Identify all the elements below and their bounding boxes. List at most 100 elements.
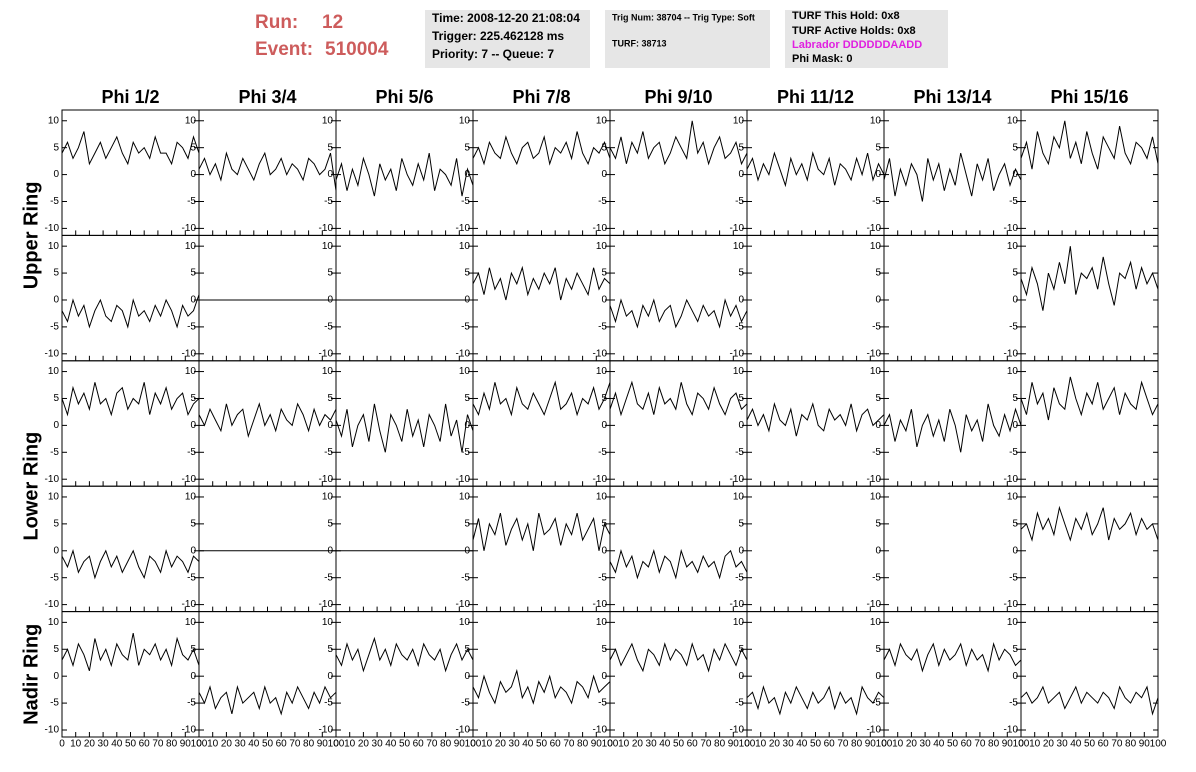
y-tick-label: 10 xyxy=(870,366,882,377)
x-tick-label: 40 xyxy=(248,739,260,750)
y-tick-label: 10 xyxy=(870,115,882,126)
panel-frame xyxy=(609,109,748,236)
y-tick-label: -5 xyxy=(461,322,470,333)
panel-frame xyxy=(609,485,748,613)
y-tick-label: -10 xyxy=(319,348,334,359)
y-tick-label: 10 xyxy=(733,241,745,252)
x-tick-label: 0 xyxy=(470,739,476,750)
y-tick-label: 5 xyxy=(601,142,607,153)
y-tick-label: -5 xyxy=(598,698,607,709)
y-tick-label: 10 xyxy=(596,366,608,377)
y-tick-label: 0 xyxy=(1012,295,1018,306)
x-tick-label: 100 xyxy=(602,739,619,750)
x-tick-label: 30 xyxy=(920,739,932,750)
x-tick-label: 60 xyxy=(276,739,288,750)
event-number: 510004 xyxy=(325,39,389,60)
y-tick-label: 10 xyxy=(1007,617,1019,628)
waveform xyxy=(883,641,1022,673)
waveform xyxy=(472,265,611,301)
x-tick-label: 20 xyxy=(1043,739,1055,750)
y-tick-label: 0 xyxy=(601,295,607,306)
y-tick-label: -5 xyxy=(735,572,744,583)
y-tick-label: -10 xyxy=(45,348,60,359)
y-tick-label: 5 xyxy=(190,142,196,153)
y-tick-label: 0 xyxy=(738,420,744,431)
y-tick-label: -5 xyxy=(461,196,470,207)
panel-frame xyxy=(335,109,474,236)
panel-frame xyxy=(61,485,200,613)
x-tick-label: 30 xyxy=(98,739,110,750)
y-tick-label: 10 xyxy=(596,241,608,252)
waveform xyxy=(1020,376,1159,421)
x-tick-label: 40 xyxy=(385,739,397,750)
x-tick-label: 0 xyxy=(881,739,887,750)
x-tick-label: 80 xyxy=(1125,739,1137,750)
y-tick-label: -10 xyxy=(867,599,882,610)
waveform xyxy=(746,685,885,716)
y-tick-label: 10 xyxy=(48,115,60,126)
y-tick-label: 0 xyxy=(190,671,196,682)
y-tick-label: 10 xyxy=(1007,366,1019,377)
y-tick-label: 0 xyxy=(327,671,333,682)
panel-frame xyxy=(198,485,337,613)
x-tick-label: 80 xyxy=(714,739,726,750)
x-tick-label: 70 xyxy=(563,739,575,750)
y-tick-label: -10 xyxy=(456,599,471,610)
run-number: 12 xyxy=(322,12,343,33)
waveform xyxy=(472,512,611,551)
info-trigger: Trigger: 225.462128 ms xyxy=(432,29,564,43)
y-tick-label: -10 xyxy=(319,474,334,485)
waveform xyxy=(198,684,337,716)
y-tick-label: 10 xyxy=(870,617,882,628)
x-tick-label: 60 xyxy=(687,739,699,750)
panel-frame xyxy=(61,234,200,362)
y-tick-label: -5 xyxy=(1009,196,1018,207)
y-tick-label: 10 xyxy=(185,366,197,377)
waveform xyxy=(61,131,200,166)
panel-frame xyxy=(61,360,200,487)
y-tick-label: -5 xyxy=(324,447,333,458)
y-tick-label: 10 xyxy=(322,617,334,628)
y-tick-label: 0 xyxy=(190,295,196,306)
y-tick-label: 5 xyxy=(464,519,470,530)
panel-frame xyxy=(609,611,748,738)
y-tick-label: 10 xyxy=(185,241,197,252)
y-tick-label: 5 xyxy=(190,393,196,404)
waveform xyxy=(1020,120,1159,170)
x-tick-label: 20 xyxy=(84,739,96,750)
y-tick-label: -5 xyxy=(324,698,333,709)
x-tick-label: 70 xyxy=(700,739,712,750)
y-tick-label: 5 xyxy=(1012,393,1018,404)
ring-label: Nadir Ring xyxy=(20,624,42,725)
x-tick-label: 30 xyxy=(235,739,247,750)
y-tick-label: 0 xyxy=(875,545,881,556)
panel-frame xyxy=(746,485,885,613)
x-tick-label: 100 xyxy=(1150,739,1167,750)
panel-frame xyxy=(883,485,1022,613)
waveform xyxy=(609,548,748,580)
y-tick-label: 0 xyxy=(875,295,881,306)
x-tick-label: 50 xyxy=(947,739,959,750)
y-tick-label: 0 xyxy=(327,420,333,431)
info-labrador: Labrador DDDDDDAADD xyxy=(792,39,922,51)
y-tick-label: 0 xyxy=(190,545,196,556)
x-tick-label: 0 xyxy=(59,739,65,750)
y-tick-label: -5 xyxy=(324,572,333,583)
panel-frame xyxy=(1020,611,1159,738)
y-tick-label: 5 xyxy=(601,268,607,279)
y-tick-label: -10 xyxy=(182,348,197,359)
y-tick-label: 10 xyxy=(733,617,745,628)
x-tick-label: 20 xyxy=(221,739,233,750)
x-tick-label: 20 xyxy=(906,739,918,750)
x-tick-label: 70 xyxy=(974,739,986,750)
info-time: Time: 2008-12-20 21:08:04 xyxy=(432,11,580,25)
y-tick-label: -10 xyxy=(45,474,60,485)
y-tick-label: 5 xyxy=(738,142,744,153)
y-tick-label: -5 xyxy=(187,447,196,458)
waveform xyxy=(472,380,611,417)
panel-frame xyxy=(1020,485,1159,613)
y-tick-label: -10 xyxy=(1004,348,1019,359)
x-tick-label: 90 xyxy=(180,739,192,750)
y-tick-label: 0 xyxy=(875,420,881,431)
waveform xyxy=(746,401,885,437)
